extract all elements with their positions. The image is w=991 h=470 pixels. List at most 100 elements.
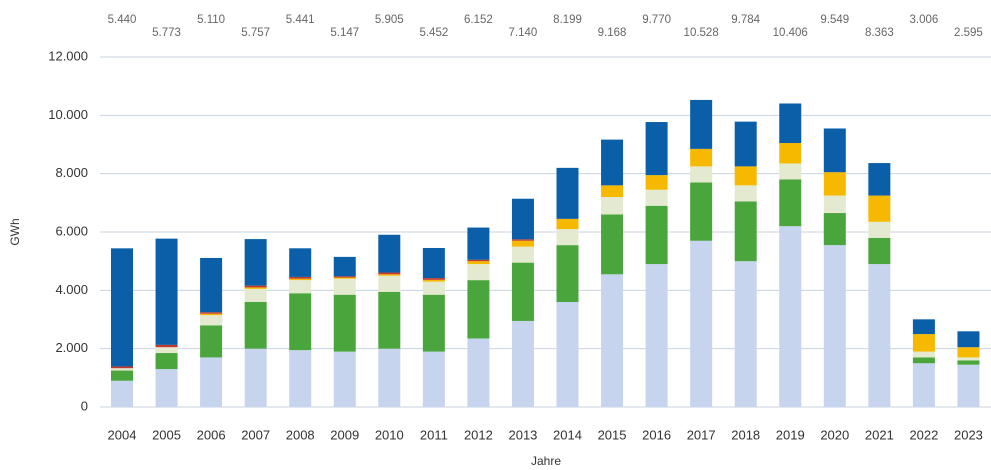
bar-segment — [957, 357, 980, 361]
bar-segment — [823, 172, 846, 196]
bar-segment — [779, 103, 802, 144]
bar-segment — [155, 353, 178, 370]
y-tick-label: 0 — [81, 398, 88, 413]
x-tick-label: 2018 — [731, 427, 760, 442]
bar-segment — [467, 259, 490, 262]
bar-segment — [556, 302, 579, 407]
bar-segment — [244, 285, 267, 288]
x-tick-label: 2022 — [909, 427, 938, 442]
total-label: 6.152 — [464, 14, 493, 26]
bar-segment — [645, 175, 668, 190]
bar-segment — [200, 357, 223, 407]
total-label: 9.549 — [820, 14, 849, 26]
y-tick-label: 10.000 — [48, 107, 88, 122]
bar-segment — [511, 240, 534, 247]
bar-segment — [823, 245, 846, 407]
bar-segment — [912, 334, 935, 352]
bar-segment — [957, 331, 980, 348]
total-label: 10.528 — [684, 27, 719, 39]
bar-segment — [467, 264, 490, 281]
x-tick-label: 2010 — [375, 427, 404, 442]
bar-segment — [378, 274, 401, 276]
total-label: 7.140 — [509, 27, 538, 39]
bar-segment — [289, 293, 312, 351]
bar-segment — [912, 357, 935, 364]
x-tick-label: 2007 — [241, 427, 270, 442]
bar-segment — [556, 245, 579, 302]
bar-segment — [200, 325, 223, 358]
bar-segment — [422, 281, 445, 295]
x-tick-label: 2021 — [865, 427, 894, 442]
bar-segment — [601, 139, 624, 186]
y-tick-label: 4.000 — [55, 282, 88, 297]
bar-segment — [957, 347, 980, 358]
bar-segment — [779, 226, 802, 407]
bar-segment — [868, 163, 891, 196]
bar-segment — [378, 291, 401, 349]
y-tick-label: 6.000 — [55, 223, 88, 238]
bar-segment — [511, 320, 534, 407]
total-label: 5.441 — [286, 14, 315, 26]
bar-segment — [200, 313, 223, 316]
bar-segment — [690, 182, 713, 241]
bar-segment — [601, 197, 624, 215]
x-tick-label: 2008 — [286, 427, 315, 442]
x-axis-label: Jahre — [531, 454, 561, 468]
bar-segment — [333, 294, 356, 352]
bar-segment — [244, 287, 267, 289]
total-label: 10.406 — [773, 27, 808, 39]
bar-segment — [378, 234, 401, 273]
bar-segment — [511, 262, 534, 321]
bar-segment — [868, 221, 891, 238]
total-label: 8.199 — [553, 14, 582, 26]
x-tick-label: 2016 — [642, 427, 671, 442]
bar-segment — [823, 128, 846, 173]
bar-segment — [422, 278, 445, 280]
bar-segment — [734, 201, 757, 262]
bar-segment — [333, 277, 356, 279]
bar-segment — [511, 246, 534, 263]
y-axis-label: GWh — [8, 218, 22, 245]
bar-segment — [556, 167, 579, 219]
bar-segment — [690, 99, 713, 149]
bar-segment — [645, 264, 668, 407]
bar-segment — [690, 148, 713, 167]
bar-segment — [868, 237, 891, 265]
bar-segment — [289, 280, 312, 294]
bar-segment — [289, 350, 312, 407]
x-tick-label: 2009 — [330, 427, 359, 442]
bar-segment — [111, 370, 133, 381]
bar-segment — [645, 189, 668, 206]
bar-segment — [200, 312, 223, 314]
bar-segment — [378, 348, 401, 407]
bar-segment — [200, 257, 223, 313]
bar-segment — [333, 278, 356, 295]
y-tick-label: 8.000 — [55, 165, 88, 180]
total-label: 5.757 — [241, 27, 270, 39]
bar-segment — [467, 261, 490, 265]
bar-segment — [779, 143, 802, 164]
total-label: 5.440 — [108, 14, 137, 26]
x-tick-label: 2014 — [553, 427, 582, 442]
x-tick-label: 2013 — [508, 427, 537, 442]
bar-segment — [823, 213, 846, 246]
bar-segment — [155, 344, 178, 348]
total-label: 5.773 — [152, 27, 181, 39]
bar-segment — [957, 364, 980, 407]
bar-segment — [289, 276, 312, 279]
bar-segment — [556, 218, 579, 230]
bar-segment — [868, 195, 891, 222]
x-tick-label: 2004 — [108, 427, 137, 442]
bar-segment — [111, 380, 133, 407]
total-label: 9.784 — [731, 14, 760, 26]
bar-segment — [601, 274, 624, 407]
bar-segment — [556, 229, 579, 246]
x-tick-label: 2011 — [420, 427, 448, 442]
bar-segment — [868, 264, 891, 407]
bar-segment — [601, 185, 624, 197]
x-tick-label: 2005 — [152, 427, 181, 442]
bar-segment — [378, 272, 401, 275]
bar-segment — [155, 238, 178, 345]
bar-segment — [200, 315, 223, 326]
